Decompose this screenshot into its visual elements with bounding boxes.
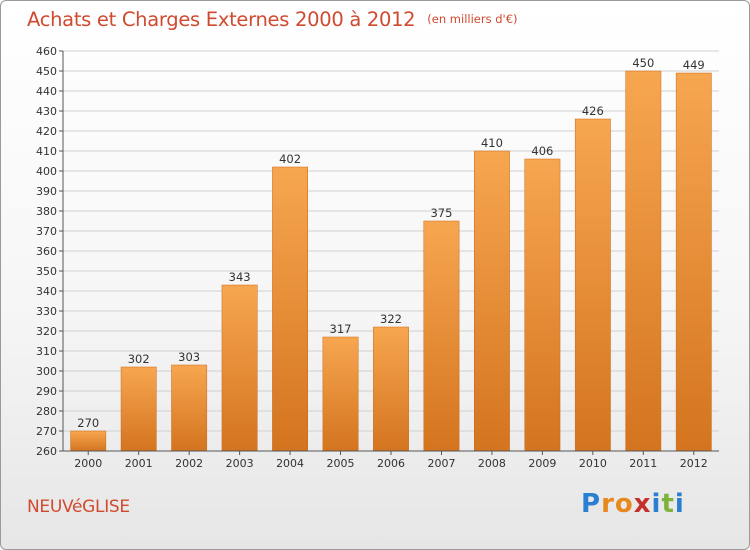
bar [322,336,359,452]
x-tick-label: 2008 [478,457,506,470]
y-tick-label: 270 [36,425,57,438]
value-label: 302 [128,352,150,366]
value-label: 343 [229,270,251,284]
bar [171,364,208,452]
chart-title: Achats et Charges Externes 2000 à 2012 (e… [27,8,518,31]
bar [474,150,510,452]
y-tick-label: 370 [36,225,57,238]
value-label: 426 [582,104,604,118]
x-tick-label: 2009 [528,457,556,470]
x-tick-label: 2011 [629,457,657,470]
value-label: 303 [178,350,200,364]
logo-letter: i [651,489,662,519]
x-tick-label: 2006 [377,457,405,470]
value-label: 450 [632,56,654,70]
chart-title-text: Achats et Charges Externes 2000 à 2012 [27,8,416,31]
commune-name: NEUVéGLISE [27,497,130,517]
x-tick-label: 2002 [175,457,203,470]
x-tick-label: 2007 [427,457,455,470]
bar [625,70,662,452]
y-tick-label: 350 [36,265,57,278]
value-label: 317 [330,322,352,336]
y-tick-label: 300 [36,365,57,378]
x-tick-label: 2010 [579,457,607,470]
value-label: 375 [430,206,452,220]
logo-letter: i [674,489,685,519]
y-tick-label: 450 [36,65,57,78]
x-tick-label: 2001 [125,457,153,470]
x-tick-label: 2005 [327,457,355,470]
bar [574,118,611,452]
bar [120,366,157,452]
chart-unit: (en milliers d'€) [427,12,518,26]
bar [373,326,409,452]
y-tick-label: 410 [36,145,57,158]
x-axis-ticks: 2000 2001 2002 2003 2004 2005 2006 2007 2008 2009… [74,451,708,470]
y-axis-ticks: 260 270 280 290 300 310 320 330 340 350 360 370 380 3… [36,45,63,458]
y-tick-label: 440 [36,85,57,98]
value-label: 322 [380,312,402,326]
proxiti-logo: Proxiti [581,489,685,519]
y-tick-label: 280 [36,405,57,418]
logo-letter: r [601,489,615,519]
axes [62,51,719,452]
x-tick-label: 2000 [74,457,102,470]
y-tick-label: 260 [36,445,57,458]
bar [524,158,561,452]
value-label: 270 [77,416,99,430]
value-labels: 270 302 303 343 402 317 322 375 410 406 426 450 449 [77,56,704,430]
y-tick-label: 390 [36,185,57,198]
x-tick-label: 2012 [680,457,708,470]
logo-letter: P [581,489,602,519]
y-tick-label: 430 [36,105,57,118]
bar [272,166,308,452]
y-tick-label: 320 [36,325,57,338]
logo-letter: o [614,489,634,519]
y-tick-label: 380 [36,205,57,218]
y-tick-label: 360 [36,245,57,258]
logo-letter: t [661,489,675,519]
y-tick-label: 310 [36,345,57,358]
bars [70,70,712,452]
y-tick-label: 340 [36,285,57,298]
bar [675,72,712,452]
y-tick-label: 290 [36,385,57,398]
bar [70,430,107,452]
logo-letter: x [633,489,652,519]
y-tick-label: 420 [36,125,57,138]
y-tick-label: 460 [36,45,57,58]
y-tick-label: 330 [36,305,57,318]
value-label: 402 [279,152,301,166]
value-label: 410 [481,136,503,150]
bar [423,220,460,452]
x-tick-label: 2003 [226,457,254,470]
y-tick-label: 400 [36,165,57,178]
bar [221,284,258,452]
value-label: 449 [683,58,705,72]
x-tick-label: 2004 [276,457,304,470]
value-label: 406 [531,144,553,158]
